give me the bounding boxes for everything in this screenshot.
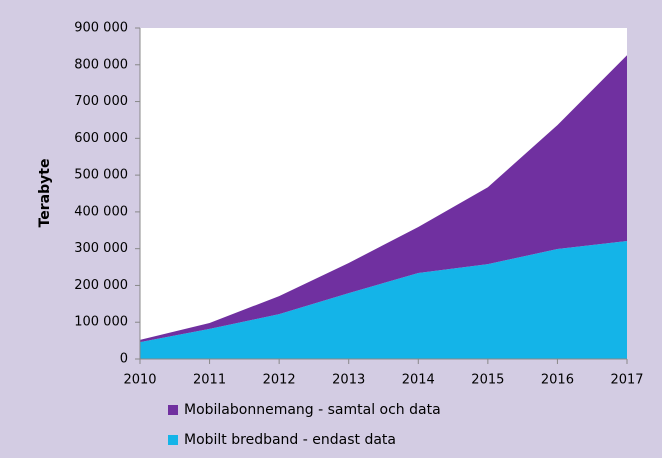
y-tick-label: 400 000 <box>74 204 128 219</box>
x-tick-label: 2013 <box>332 373 365 388</box>
y-tick-label: 700 000 <box>74 94 128 109</box>
y-tick-label: 500 000 <box>74 168 128 183</box>
y-tick-label: 800 000 <box>74 57 128 72</box>
y-axis-label: Terabyte <box>37 159 53 228</box>
legend-swatch <box>168 435 178 445</box>
x-tick-label: 2010 <box>123 373 156 388</box>
area <box>140 240 627 359</box>
y-tick-label: 600 000 <box>74 131 128 146</box>
area <box>140 55 627 343</box>
y-tick-label: 300 000 <box>74 241 128 256</box>
y-tick-label: 900 000 <box>74 21 128 36</box>
x-tick-label: 2015 <box>471 373 504 388</box>
x-tick-label: 2012 <box>263 373 296 388</box>
x-tick-label: 2016 <box>541 373 574 388</box>
y-tick-label: 100 000 <box>74 315 128 330</box>
y-tick-label: 0 <box>120 352 128 367</box>
y-tick-label: 200 000 <box>74 278 128 293</box>
legend-label: Mobilt bredband - endast data <box>184 432 396 448</box>
legend-label: Mobilabonnemang - samtal och data <box>184 402 441 418</box>
x-tick-label: 2011 <box>193 373 226 388</box>
x-tick-label: 2017 <box>610 373 643 388</box>
legend-swatch <box>168 405 178 415</box>
x-tick-label: 2014 <box>402 373 435 388</box>
